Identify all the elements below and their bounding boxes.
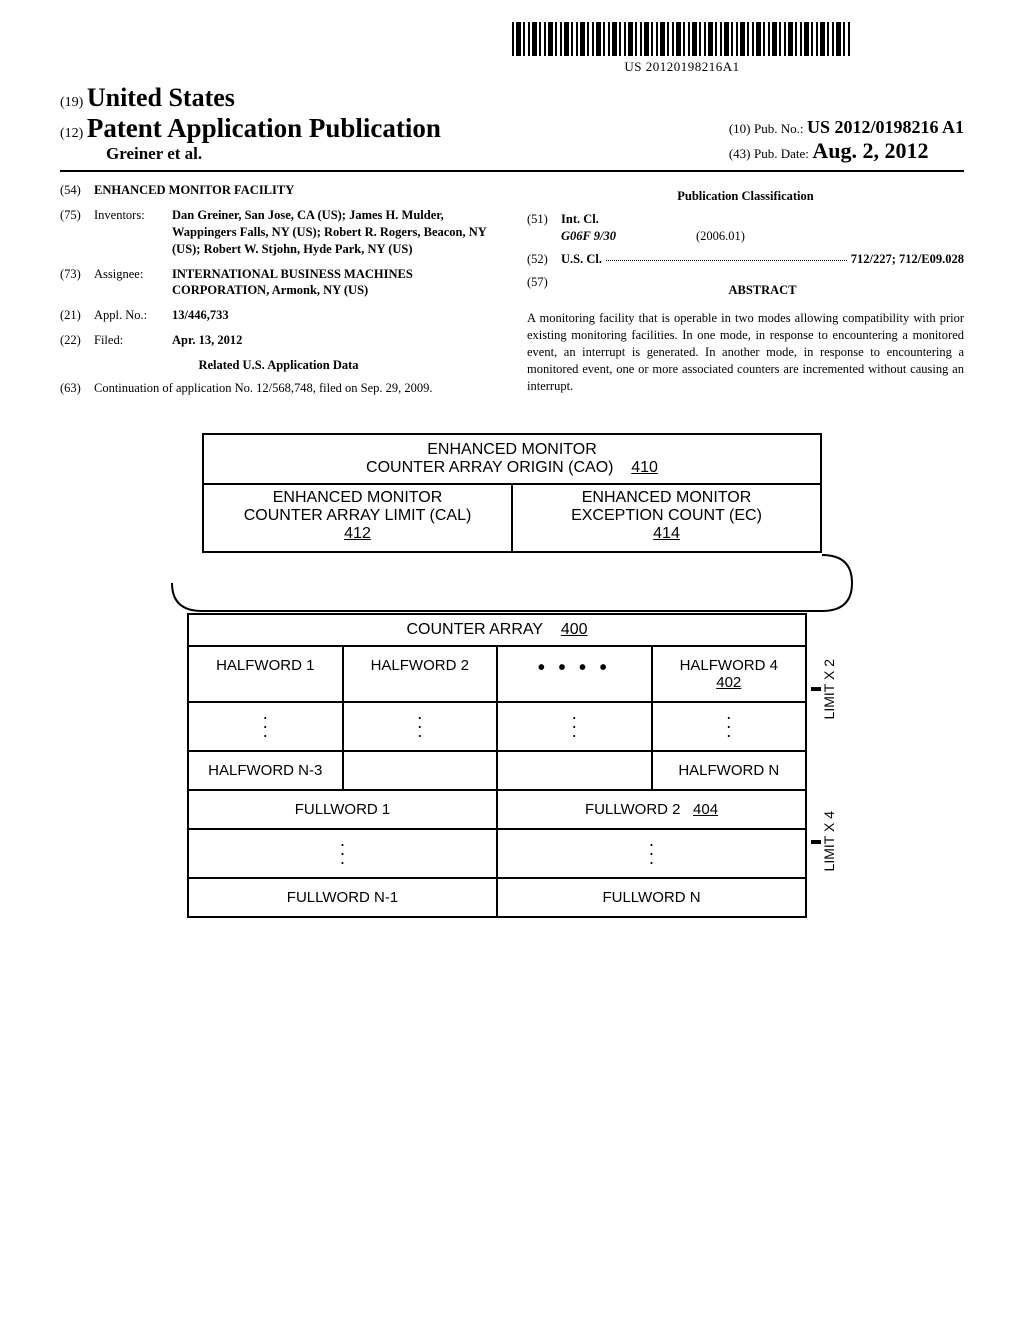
intcl-edition: (2006.01) — [696, 228, 745, 245]
jurisdiction: United States — [87, 83, 235, 112]
inventors-value: Dan Greiner, San Jose, CA (US); James H.… — [172, 207, 497, 258]
arr-ref: 400 — [561, 621, 588, 638]
applno-code: (21) — [60, 307, 94, 324]
register-box: ENHANCED MONITOR COUNTER ARRAY ORIGIN (C… — [202, 433, 822, 553]
counter-array-wrap: COUNTER ARRAY 400 HALFWORD 1 HALFWORD 2 … — [187, 613, 837, 918]
filed-label: Filed: — [94, 332, 172, 349]
header-rule — [60, 170, 964, 172]
fullword-row-1: FULLWORD 1 FULLWORD 2 404 — [189, 791, 805, 830]
halfword-row-1: HALFWORD 1 HALFWORD 2 • • • • HALFWORD 4… — [189, 647, 805, 703]
barcode-number: US 20120198216A1 — [400, 59, 964, 75]
fwn1-cell: FULLWORD N-1 — [189, 879, 496, 916]
header-left: (19) United States (12) Patent Applicati… — [60, 83, 441, 164]
pubdate-label: Pub. Date: — [754, 146, 809, 161]
limit-x4-label: LIMIT X 4 — [821, 811, 837, 871]
side-labels: LIMIT X 2 LIMIT X 4 — [807, 613, 837, 918]
pubno: US 2012/0198216 A1 — [807, 117, 964, 137]
intcl-label: Int. Cl. — [561, 211, 964, 228]
cao-ref: 410 — [631, 459, 658, 476]
cal-cell: ENHANCED MONITOR COUNTER ARRAY LIMIT (CA… — [204, 485, 511, 551]
uscl-value: 712/227; 712/E09.028 — [851, 251, 964, 268]
hwn-cell: HALFWORD N — [651, 752, 806, 789]
inventors-label: Inventors: — [94, 207, 172, 258]
vdots-cell: ··· — [651, 703, 806, 750]
hw4-cell: HALFWORD 4402 — [651, 647, 806, 701]
halfword-row-vdots: ··· ··· ··· ··· — [189, 703, 805, 752]
continuation-text: Continuation of application No. 12/568,7… — [94, 380, 497, 397]
bibliographic-block: (54) ENHANCED MONITOR FACILITY (75) Inve… — [60, 182, 964, 405]
filed-code: (22) — [60, 332, 94, 349]
hw-empty-cell — [342, 752, 497, 789]
connector-svg — [162, 553, 862, 613]
cao-cell: ENHANCED MONITOR COUNTER ARRAY ORIGIN (C… — [204, 435, 820, 483]
jurisdiction-code: (19) — [60, 95, 83, 110]
hwn3-cell: HALFWORD N-3 — [189, 752, 342, 789]
assignee-label: Assignee: — [94, 266, 172, 300]
biblio-right-col: Publication Classification (51) Int. Cl.… — [527, 182, 964, 405]
figure-block: ENHANCED MONITOR COUNTER ARRAY ORIGIN (C… — [60, 433, 964, 918]
cal-ref: 412 — [344, 525, 371, 542]
applno-label: Appl. No.: — [94, 307, 172, 324]
doc-type: Patent Application Publication — [87, 113, 441, 143]
inventors-code: (75) — [60, 207, 94, 258]
intcl-class: G06F 9/30 — [561, 228, 616, 245]
intcl-code: (51) — [527, 211, 561, 245]
fw2-cell: FULLWORD 2 404 — [496, 791, 805, 828]
pubclass-head: Publication Classification — [527, 188, 964, 205]
pubdate-code: (43) — [729, 146, 751, 161]
barcode-graphic — [512, 22, 852, 56]
assignee-value: INTERNATIONAL BUSINESS MACHINES CORPORAT… — [172, 266, 497, 300]
limit-x2-label: LIMIT X 2 — [821, 659, 837, 719]
continuation-code: (63) — [60, 380, 94, 397]
dot-leader — [606, 251, 847, 261]
related-data-head: Related U.S. Application Data — [60, 357, 497, 374]
header-right: (10) Pub. No.: US 2012/0198216 A1 (43) P… — [729, 117, 964, 164]
vdots-cell: ··· — [342, 703, 497, 750]
hw2-cell: HALFWORD 2 — [342, 647, 497, 701]
vdots-cell: ··· — [496, 703, 651, 750]
abstract-text: A monitoring facility that is operable i… — [527, 310, 964, 394]
fullword-row-vdots: ··· ··· — [189, 830, 805, 879]
applno-value: 13/446,733 — [172, 307, 497, 324]
abstract-code: (57) — [527, 274, 561, 303]
filed-value: Apr. 13, 2012 — [172, 332, 497, 349]
biblio-left-col: (54) ENHANCED MONITOR FACILITY (75) Inve… — [60, 182, 497, 405]
uscl-label: U.S. Cl. — [561, 251, 602, 268]
authors-line: Greiner et al. — [106, 144, 441, 164]
halfword-row-n: HALFWORD N-3 HALFWORD N — [189, 752, 805, 791]
fullword-row-n: FULLWORD N-1 FULLWORD N — [189, 879, 805, 916]
ec-cell: ENHANCED MONITOR EXCEPTION COUNT (EC) 41… — [511, 485, 820, 551]
pubdate: Aug. 2, 2012 — [812, 138, 928, 163]
abstract-head: ABSTRACT — [561, 282, 964, 299]
hw1-cell: HALFWORD 1 — [189, 647, 342, 701]
vdots-cell: ··· — [496, 830, 805, 877]
pubno-code: (10) — [729, 121, 751, 136]
ec-ref: 414 — [653, 525, 680, 542]
counter-array-box: COUNTER ARRAY 400 HALFWORD 1 HALFWORD 2 … — [187, 613, 807, 918]
pubno-label: Pub. No.: — [754, 121, 803, 136]
title-code: (54) — [60, 182, 94, 199]
hw-empty-cell — [496, 752, 651, 789]
vdots-cell: ··· — [189, 830, 496, 877]
doc-type-code: (12) — [60, 126, 83, 141]
header-row: (19) United States (12) Patent Applicati… — [60, 83, 964, 164]
uscl-code: (52) — [527, 251, 561, 268]
invention-title: ENHANCED MONITOR FACILITY — [94, 182, 497, 199]
vdots-cell: ··· — [189, 703, 342, 750]
hw-dots-cell: • • • • — [496, 647, 651, 701]
fw1-cell: FULLWORD 1 — [189, 791, 496, 828]
assignee-code: (73) — [60, 266, 94, 300]
barcode-block: US 20120198216A1 — [400, 22, 964, 75]
fwn-cell: FULLWORD N — [496, 879, 805, 916]
counter-array-title: COUNTER ARRAY 400 — [189, 615, 805, 647]
